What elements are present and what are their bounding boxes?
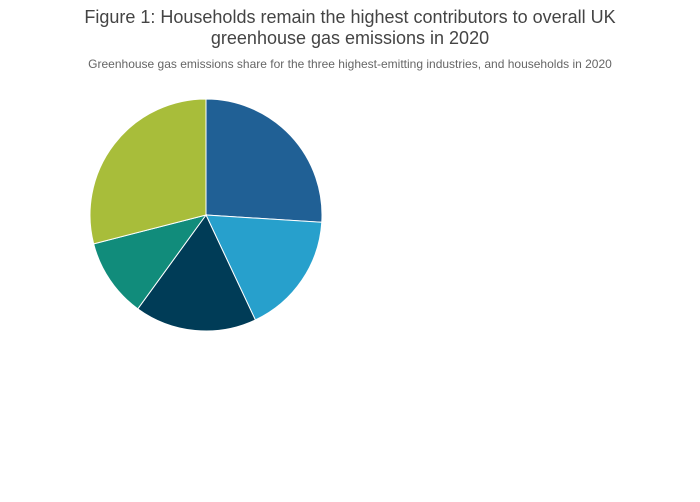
pie-slice <box>89 98 207 245</box>
chart-subtitle: Greenhouse gas emissions share for the t… <box>88 57 612 71</box>
pie-slice <box>205 214 323 321</box>
pie-slice <box>93 214 208 310</box>
pie-slice <box>137 214 257 332</box>
pie-slice <box>205 98 323 223</box>
chart-title: greenhouse gas emissions in 2020 <box>211 28 489 48</box>
chart-title: Figure 1: Households remain the highest … <box>84 7 615 27</box>
